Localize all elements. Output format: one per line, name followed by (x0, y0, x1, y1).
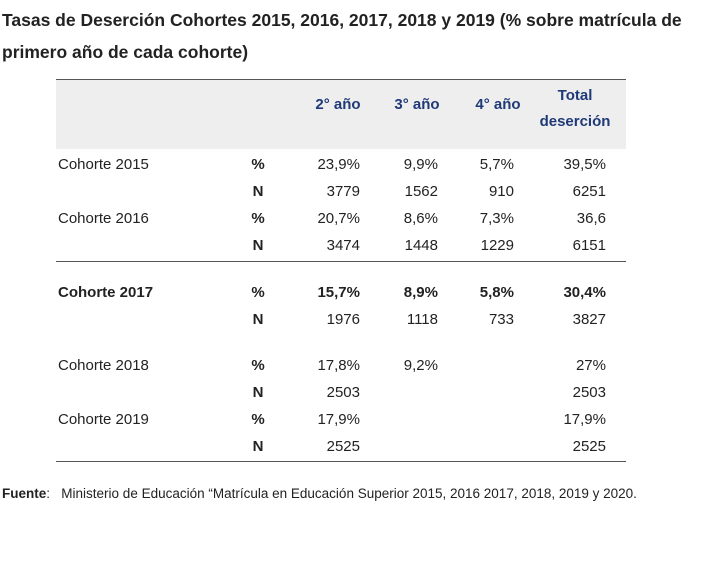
cell-total: 36,6 (576, 210, 606, 227)
row-type: N (252, 384, 264, 401)
cell-4-year: 910 (488, 183, 514, 200)
cell-3-year: 8,9% (403, 284, 438, 301)
table-row: N 1976 1118 733 3827 (56, 307, 626, 333)
cell-2-year: 20,7% (317, 210, 360, 227)
table-bottom-rule (56, 461, 626, 462)
cell-total: 6251 (572, 183, 606, 200)
source-label: Fuente (2, 486, 47, 501)
cell-3-year: 9,9% (403, 156, 438, 173)
cell-total: 6151 (572, 237, 606, 254)
cell-4-year: 7,3% (479, 210, 514, 227)
row-label: Cohorte 2018 (58, 357, 149, 374)
cell-2-year: 3474 (326, 237, 360, 254)
table-separator-rule (56, 261, 626, 262)
header-3-year: 3° año (394, 96, 440, 113)
table-row: N 3779 1562 910 6251 (56, 179, 626, 205)
row-type: % (251, 411, 265, 428)
title-main: Tasas de Deserción Cohortes 2015, 2016, … (2, 10, 495, 30)
cell-3-year: 1448 (404, 237, 438, 254)
header-total-line1: Total (557, 87, 593, 104)
cell-3-year: 8,6% (403, 210, 438, 227)
table-row: N 2525 2525 (56, 434, 626, 460)
cell-2-year: 3779 (326, 183, 360, 200)
header-total: Total deserción (538, 83, 612, 135)
cell-2-year: 17,9% (317, 411, 360, 428)
table-row: Cohorte 2015 % 23,9% 9,9% 5,7% 39,5% (56, 152, 626, 178)
header-total-line2: deserción (539, 113, 611, 130)
header-4-year: 4° año (475, 96, 521, 113)
table-row: Cohorte 2016 % 20,7% 8,6% 7,3% 36,6 (56, 206, 626, 232)
row-label: Cohorte 2017 (58, 284, 154, 301)
row-type: N (252, 438, 264, 455)
cell-2-year: 1976 (326, 311, 360, 328)
table-row: N 3474 1448 1229 6151 (56, 233, 626, 259)
table-header-band (56, 79, 626, 149)
cell-3-year: 9,2% (403, 357, 438, 374)
cell-total: 3827 (572, 311, 606, 328)
table-row: Cohorte 2019 % 17,9% 17,9% (56, 407, 626, 433)
page-title: Tasas de Deserción Cohortes 2015, 2016, … (2, 4, 717, 68)
table-row: Cohorte 2018 % 17,8% 9,2% 27% (56, 353, 626, 379)
header-2-year: 2° año (315, 96, 361, 113)
source-text: Ministerio de Educación “Matrícula en Ed… (61, 486, 637, 501)
cell-total: 27% (575, 357, 606, 374)
cell-2-year: 2525 (326, 438, 360, 455)
row-type: % (251, 357, 265, 374)
row-type: N (252, 237, 264, 254)
row-label: Cohorte 2015 (58, 156, 149, 173)
row-type: N (252, 183, 264, 200)
title-suffix: (% sobre matrícula de primero año de cad… (2, 10, 682, 62)
table-top-rule (56, 79, 626, 80)
cell-total: 2525 (572, 438, 606, 455)
source-note: Fuente: Ministerio de Educación “Matrícu… (2, 486, 637, 501)
cell-4-year: 1229 (480, 237, 514, 254)
cell-2-year: 15,7% (317, 284, 360, 301)
cell-4-year: 5,8% (479, 284, 514, 301)
cell-3-year: 1562 (404, 183, 438, 200)
cell-4-year: 5,7% (479, 156, 514, 173)
table-row: N 2503 2503 (56, 380, 626, 406)
cell-3-year: 1118 (406, 311, 438, 328)
cell-2-year: 17,8% (317, 357, 360, 374)
source-colon: : (46, 486, 51, 501)
row-label: Cohorte 2019 (58, 411, 149, 428)
row-label: Cohorte 2016 (58, 210, 149, 227)
row-type: N (252, 311, 264, 328)
cell-2-year: 2503 (326, 384, 360, 401)
cell-total: 30,4% (563, 284, 606, 301)
cell-2-year: 23,9% (317, 156, 360, 173)
cell-4-year: 733 (488, 311, 514, 328)
table-row-highlight: Cohorte 2017 % 15,7% 8,9% 5,8% 30,4% (56, 280, 626, 306)
cell-total: 17,9% (563, 411, 606, 428)
row-type: % (251, 210, 265, 227)
row-type: % (251, 156, 265, 173)
row-type: % (251, 284, 265, 301)
cell-total: 2503 (572, 384, 606, 401)
cell-total: 39,5% (563, 156, 606, 173)
